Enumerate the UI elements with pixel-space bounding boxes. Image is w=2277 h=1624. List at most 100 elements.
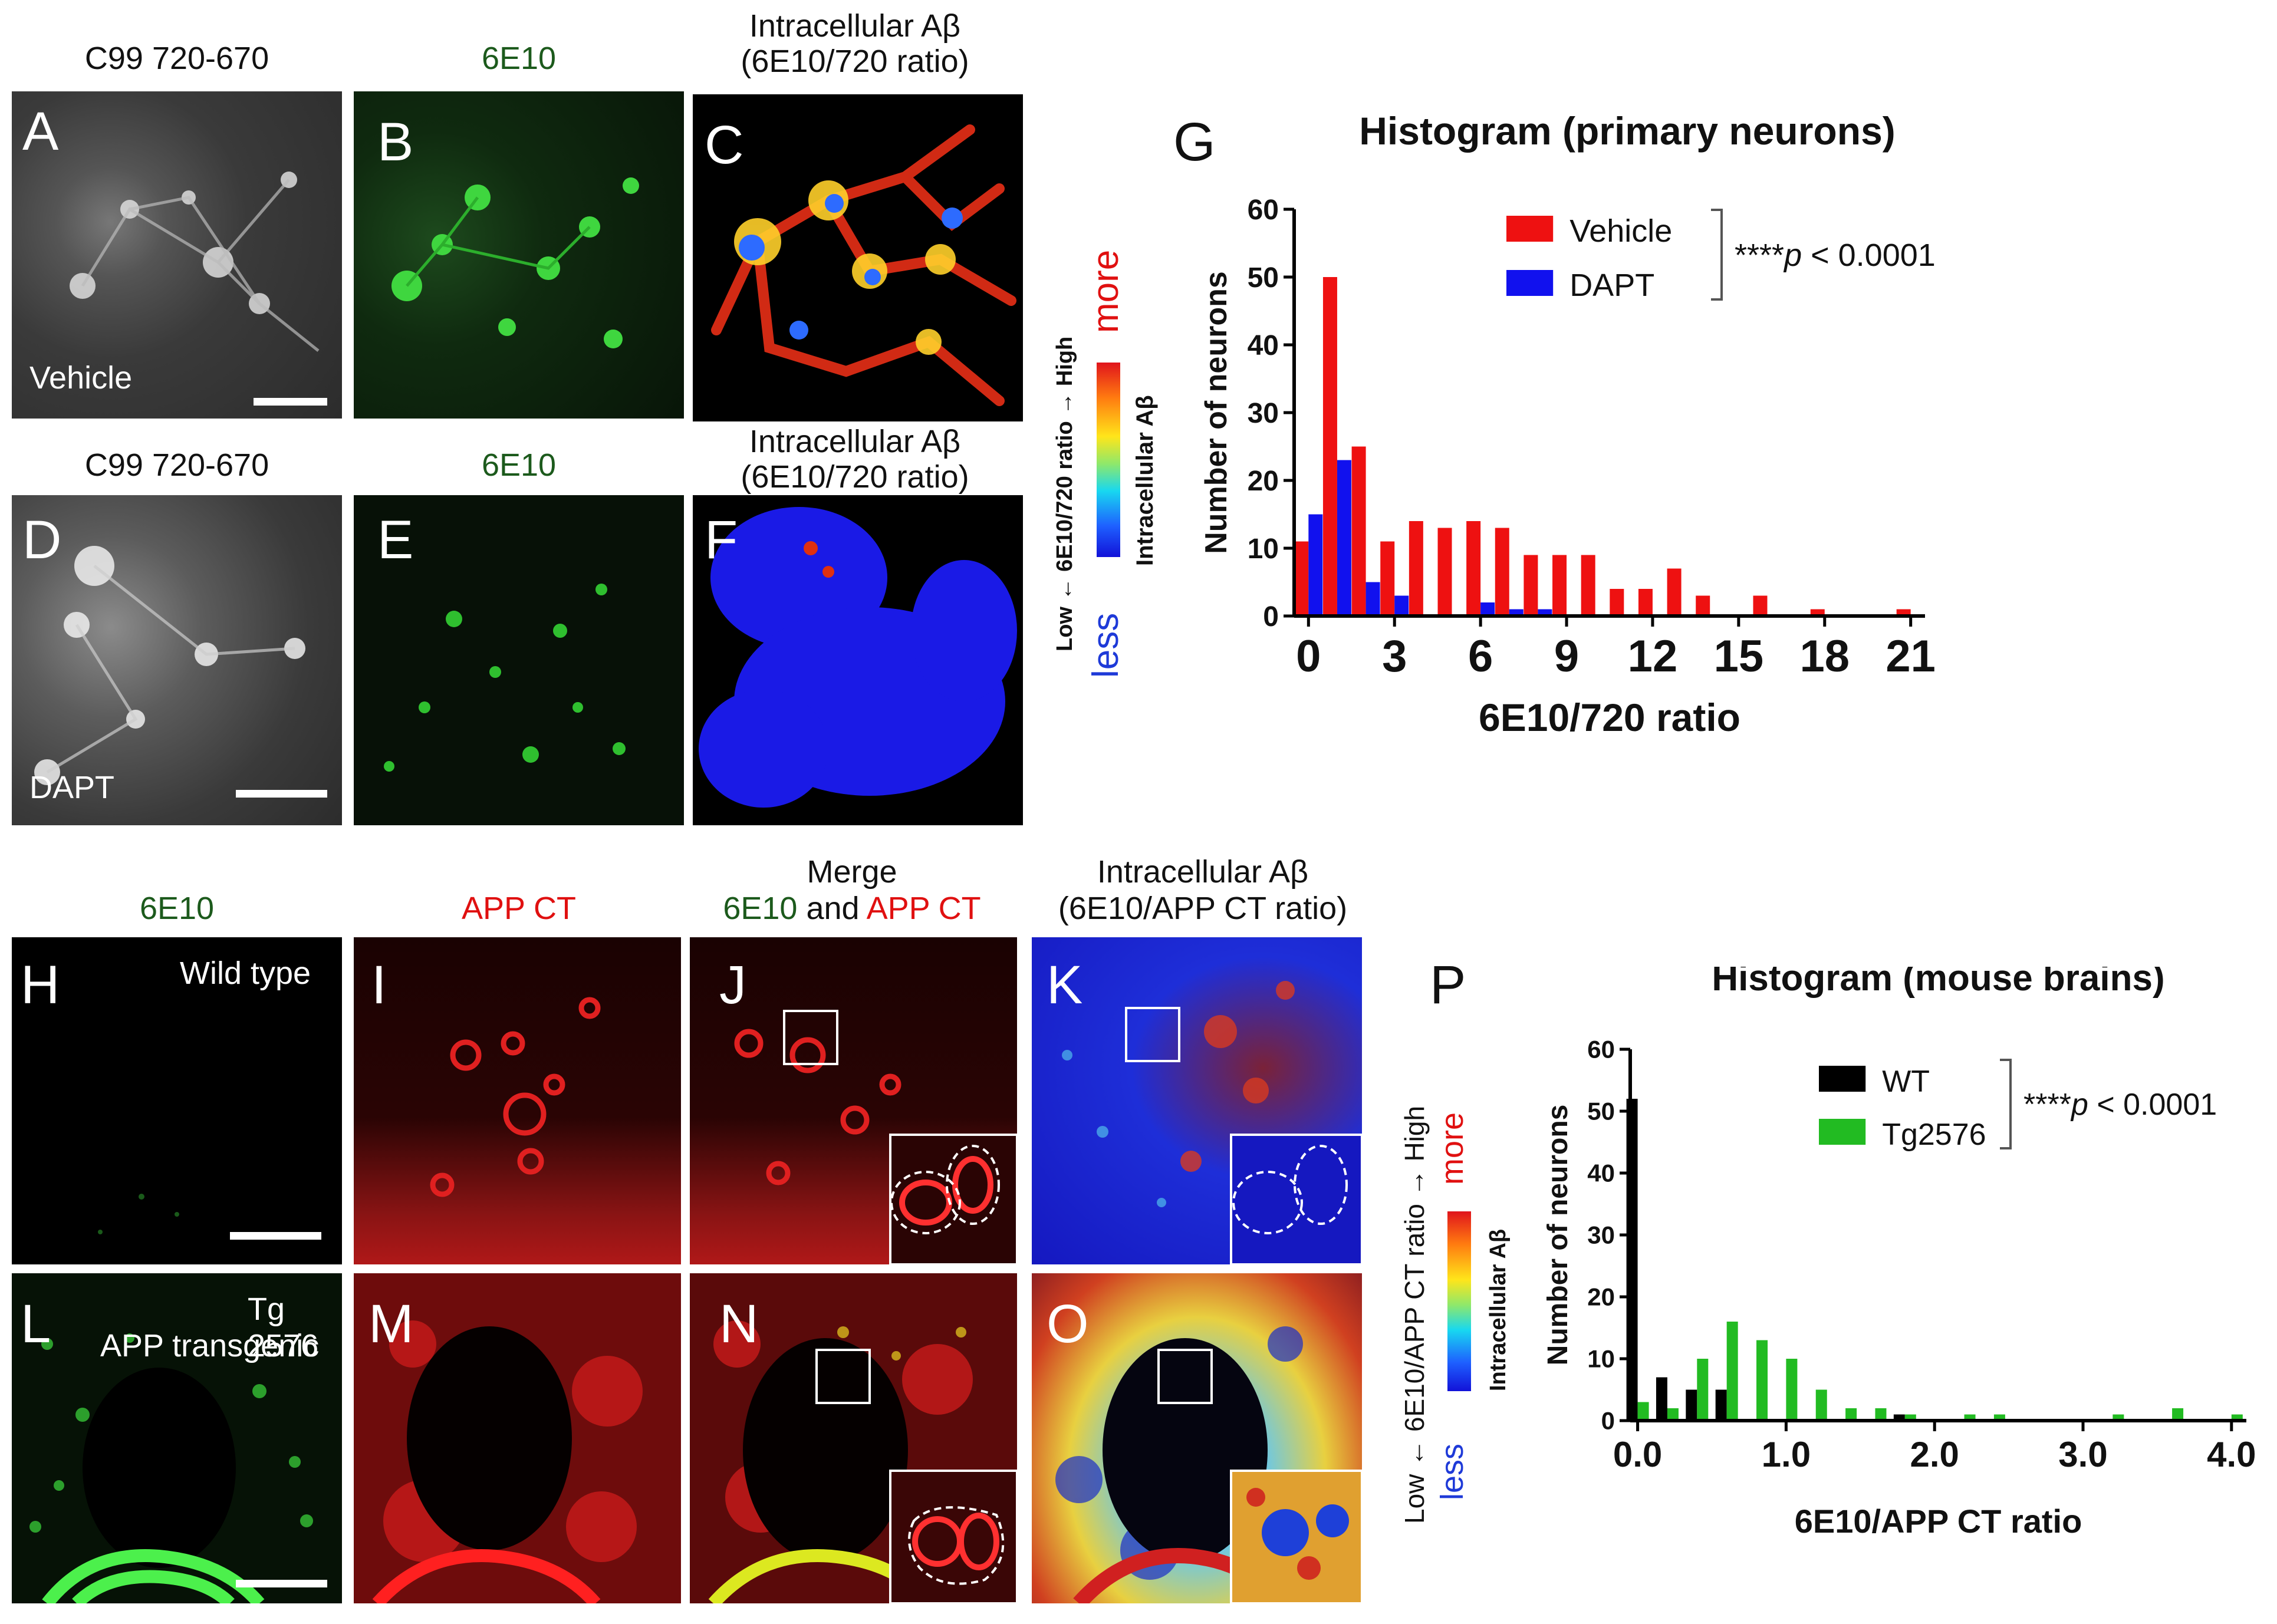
y-tick-label: 10 <box>1587 1345 1615 1373</box>
bar-dapt-0 <box>1308 514 1323 616</box>
y-tick-label: 40 <box>1248 330 1279 361</box>
bar-dapt-8 <box>1538 609 1552 616</box>
bar-vehicle-8 <box>1524 555 1538 616</box>
x-axis-label: 6E10/720 ratio <box>1479 696 1740 739</box>
merge-red-text: APP CT <box>866 891 981 926</box>
legend-label-wt: WT <box>1882 1065 1930 1099</box>
panel-e-title: 6E10 <box>481 447 557 483</box>
panel-b-image: B <box>354 91 684 419</box>
x-tick-label: 21 <box>1886 631 1936 681</box>
panel-e-image: E <box>354 495 684 825</box>
panel-f-image: F <box>693 495 1023 825</box>
colorbar-bottom-axis-label: Low ← 6E10/APP CT ratio → High <box>1399 1105 1430 1524</box>
y-axis-label: Number of neurons <box>1199 271 1233 554</box>
panel-h-title: 6E10 <box>139 891 215 926</box>
panel-letter-j: J <box>719 955 746 1015</box>
bar-vehicle-13 <box>1667 568 1682 616</box>
bar-dapt-7 <box>1509 609 1524 616</box>
panel-l-image: L Tg 2576 APP transgenic <box>12 1273 342 1603</box>
panel-letter-k: K <box>1047 955 1083 1015</box>
panel-k-image: K <box>1032 937 1362 1264</box>
panel-letter-b: B <box>377 112 414 172</box>
x-tick-label: 0.0 <box>1613 1435 1662 1474</box>
panel-letter-o: O <box>1047 1294 1089 1354</box>
scale-bar-l <box>236 1580 327 1587</box>
bar-vehicle-14 <box>1696 595 1710 616</box>
panel-c-title-line2: (6E10/720 ratio) <box>741 44 969 79</box>
p-rest: < 0.0001 <box>1802 238 1936 273</box>
panel-letter-g: G <box>1173 112 1216 172</box>
bar-vehicle-6 <box>1466 521 1481 616</box>
p-stars: **** <box>2023 1088 2071 1122</box>
bar-vehicle-7 <box>1495 528 1509 616</box>
bar-wt-1 <box>1656 1377 1667 1421</box>
scale-bar-d <box>236 790 327 798</box>
bar-vehicle-10 <box>1581 555 1595 616</box>
p-value-annotation: ****p < 0.0001 <box>1735 238 1936 273</box>
bar-vehicle-2 <box>1351 446 1366 616</box>
chart-g: Histogram (primary neurons)0102030405060… <box>1199 109 1936 739</box>
tg2576-label-line2: APP transgenic <box>100 1328 320 1363</box>
y-tick-label: 0 <box>1601 1407 1615 1435</box>
panel-m-image: M <box>354 1273 681 1603</box>
x-tick-label: 4.0 <box>2207 1435 2256 1474</box>
bar-vehicle-0 <box>1294 541 1309 616</box>
y-axis-label: Number of neurons <box>1542 1105 1574 1366</box>
chart-p: Histogram (mouse brains) 0 10 20 30 40 50 60 0.0… <box>1542 967 2256 1540</box>
tg2576-label-line1: Tg 2576 <box>248 1292 319 1363</box>
y-tick-label: 20 <box>1587 1283 1615 1311</box>
y-tick-label: 60 <box>1587 1036 1615 1063</box>
x-tick-label: 12 <box>1628 631 1678 681</box>
bar-tg2576-0 <box>1637 1402 1649 1421</box>
panel-a-title: C99 720-670 <box>84 41 269 76</box>
scale-bar-a <box>254 398 327 406</box>
bar-tg2576-11 <box>1964 1414 1976 1421</box>
panel-letter-n: N <box>719 1294 759 1354</box>
x-tick-label: 6 <box>1468 631 1493 681</box>
legend-swatch-dapt <box>1506 270 1554 296</box>
bar-vehicle-21 <box>1896 609 1911 616</box>
bar-vehicle-12 <box>1638 589 1653 616</box>
p-value-annotation: ****p < 0.0001 <box>2023 1088 2217 1122</box>
bar-dapt-3 <box>1394 595 1409 616</box>
panel-a-image: A Vehicle <box>12 91 342 419</box>
bar-tg2576-1 <box>1667 1408 1679 1421</box>
panel-letter-m: M <box>368 1294 414 1354</box>
legend-swatch-vehicle <box>1506 216 1554 242</box>
bar-vehicle-16 <box>1753 595 1768 616</box>
chart-title: Histogram (mouse brains) <box>1712 967 2164 999</box>
y-tick-label: 30 <box>1587 1221 1615 1249</box>
legend-label-dapt: DAPT <box>1569 268 1654 303</box>
bar-dapt-1 <box>1337 460 1351 616</box>
bar-tg2576-8 <box>1875 1408 1887 1421</box>
bar-vehicle-18 <box>1810 609 1825 616</box>
panel-letter-l: L <box>21 1294 51 1354</box>
y-tick-label: 50 <box>1248 262 1279 294</box>
bar-vehicle-4 <box>1409 521 1423 616</box>
x-tick-label: 15 <box>1714 631 1764 681</box>
merge-green-text: 6E10 <box>723 891 798 926</box>
bar-dapt-6 <box>1480 602 1495 616</box>
bar-tg2576-12 <box>1993 1414 2005 1421</box>
bar-tg2576-18 <box>2172 1408 2184 1421</box>
colorbar-top-less: less <box>1085 612 1126 678</box>
panel-letter-f: F <box>705 510 738 570</box>
panel-letter-i: I <box>371 955 387 1015</box>
bar-wt-0 <box>1626 1099 1638 1421</box>
bar-tg2576-20 <box>2231 1414 2243 1421</box>
colorbar-bottom-right-label: Intracellular Aβ <box>1486 1228 1511 1391</box>
colorbar-top-axis-label: Low ← 6E10/720 ratio → High <box>1052 336 1077 651</box>
scale-bar-h <box>230 1232 321 1240</box>
bar-tg2576-4 <box>1756 1340 1768 1421</box>
x-tick-label: 3.0 <box>2058 1435 2107 1474</box>
panel-letter-p: P <box>1430 955 1466 1015</box>
bar-wt-2 <box>1686 1389 1697 1421</box>
panel-h-image: H Wild type <box>12 937 342 1264</box>
significance-bracket <box>2000 1059 2012 1149</box>
panel-j-title-line2: 6E10 and APP CT <box>687 891 1017 926</box>
panel-letter-h: H <box>21 955 60 1015</box>
panel-i-title: APP CT <box>461 891 577 926</box>
panel-c-image: C <box>693 94 1023 421</box>
colorbar-top-more: more <box>1085 249 1126 333</box>
bar-tg2576-16 <box>2113 1414 2124 1421</box>
